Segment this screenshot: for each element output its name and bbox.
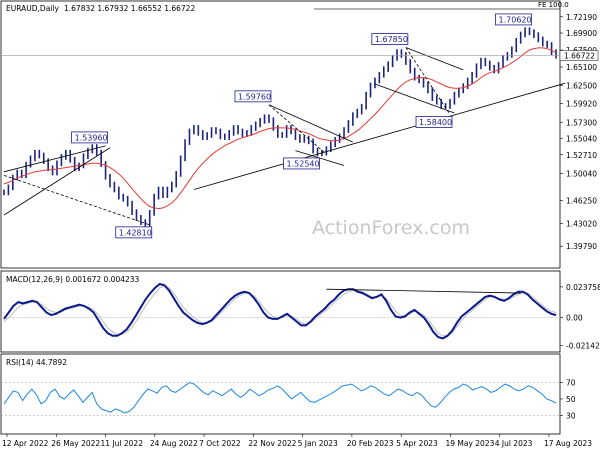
trendline-lower-left: [3, 147, 111, 216]
moving-average-line: [3, 47, 557, 210]
y-tick-label: 1.52710: [566, 151, 597, 160]
x-tick-label: 19 May 2023: [445, 439, 494, 448]
annotation-box: [371, 33, 409, 45]
x-tick-label: 5 Jan 2023: [298, 439, 338, 448]
annotation-box: [415, 116, 453, 128]
y-tick-label: 1.57300: [566, 118, 597, 127]
current-price-label: 1.66722: [564, 52, 595, 61]
macd-signal-line: [3, 284, 557, 337]
watermark: ActionForex.com: [312, 217, 470, 239]
x-tick-label: 11 Jul 2022: [101, 439, 144, 448]
x-tick-label: 26 May 2022: [51, 439, 100, 448]
fe-label: FE 100.0: [538, 1, 569, 9]
rsi-y-tick-label: 30: [566, 412, 576, 421]
rsi-y-tick-label: 50: [566, 395, 576, 404]
rsi-title: RSI(14) 44.7892: [6, 358, 67, 367]
annotation-box: [283, 157, 320, 170]
y-tick-label: 1.69900: [566, 29, 597, 38]
annotation-box: [71, 131, 108, 144]
x-tick-label: 24 Aug 2022: [150, 439, 198, 448]
trendline-upper-left: [3, 145, 106, 173]
x-tick-label: 4 Jul 2023: [495, 439, 533, 448]
y-tick-label: 1.65100: [566, 63, 597, 72]
annotation-label: 1.67850: [375, 35, 408, 44]
trendline-right-bottom: [374, 83, 455, 114]
macd-title: MACD(12,26,9) 0.001672 0.004233: [6, 275, 140, 284]
rsi-panel: [0, 353, 561, 435]
y-tick-label: 1.72190: [566, 13, 597, 22]
ohlc-label: 1.67832 1.67932 1.66552 1.66722: [64, 4, 195, 13]
y-tick-label: 1.62500: [566, 81, 597, 90]
y-tick-label: 1.50040: [566, 170, 597, 179]
trendline-channel-right: [405, 47, 464, 71]
y-tick-label: 1.39790: [566, 242, 597, 251]
annotation-box: [234, 90, 272, 103]
x-tick-label: 22 Nov 2022: [248, 439, 296, 448]
macd-y-tick-label: 0.00: [566, 314, 583, 323]
x-tick-label: 7 Oct 2022: [199, 439, 241, 448]
y-tick-label: 1.43020: [566, 219, 597, 228]
macd-y-tick-label: -0.021425: [566, 341, 600, 350]
macd-line: [3, 282, 557, 340]
rsi-line: [3, 381, 557, 414]
trendline-long-support: [193, 82, 565, 190]
annotation-label: 1.59760: [238, 92, 271, 101]
macd-panel: [0, 270, 561, 353]
price-panel: [0, 0, 561, 269]
x-tick-label: 12 Apr 2022: [2, 439, 49, 448]
symbol-label: EURAUD,Daily: [6, 4, 59, 13]
y-tick-label: 1.59920: [566, 100, 597, 109]
y-tick-label: 1.55040: [566, 134, 597, 143]
x-tick-label: 17 Aug 2023: [544, 439, 592, 448]
trendline-dashed-mid: [268, 104, 327, 155]
y-tick-label: 1.46250: [566, 197, 597, 206]
annotation-box: [495, 13, 532, 26]
annotation-label: 1.42810: [119, 228, 152, 237]
annotation-label: 1.53960: [75, 133, 108, 142]
macd-y-tick-label: 0.023758: [566, 283, 600, 292]
x-tick-label: 5 Apr 2023: [396, 439, 438, 448]
trendline-channel-top: [268, 104, 354, 143]
annotation-label: 1.58400: [419, 118, 452, 127]
rsi-y-tick-label: 70: [566, 379, 576, 388]
trendline-dashed-right: [405, 47, 451, 115]
x-tick-label: 20 Feb 2023: [347, 439, 394, 448]
annotation-label: 1.70620: [499, 15, 532, 24]
annotation-label: 1.52540: [287, 159, 320, 168]
trendline-dashed-left: [3, 174, 150, 226]
annotation-box: [115, 226, 153, 239]
current-price-box: [559, 50, 599, 61]
macd-trendline: [326, 288, 521, 294]
